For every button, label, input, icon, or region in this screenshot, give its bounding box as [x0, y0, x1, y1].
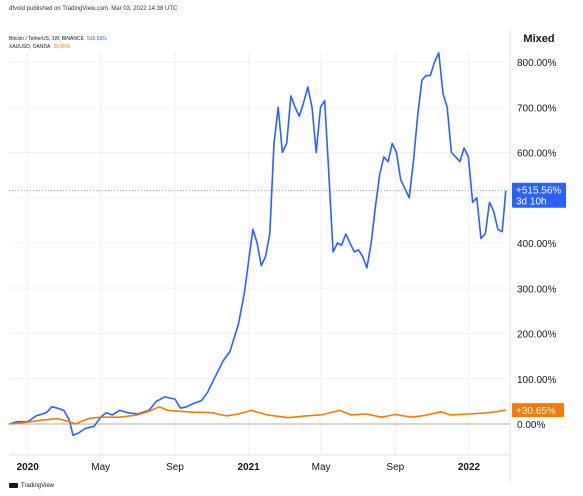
y-tick-label: 0.00%: [517, 420, 545, 431]
chart-canvas[interactable]: 0.00% 100.00% 200.00% 300.00% 400.00% 600.00%…: [0, 0, 583, 482]
legend-item-gold[interactable]: XAUUSD, OANDA 30.65%: [9, 43, 107, 51]
legend-btc-value: 515.56%: [86, 36, 107, 42]
x-tick-label: 2022: [458, 462, 481, 473]
y-tick-label: 100.00%: [517, 375, 557, 386]
chart-axes: 0.00% 100.00% 200.00% 300.00% 400.00% 600.00%…: [9, 30, 566, 482]
y-tick-label: 400.00%: [517, 239, 557, 250]
y-tick-label: 800.00%: [517, 58, 557, 69]
btc-series-line: [8, 52, 507, 437]
gold-price-label: [512, 403, 564, 418]
chart-series: [8, 52, 507, 437]
publish-info: dfvold published on TradingView.com, Mar…: [9, 6, 178, 12]
chart-grid: [9, 52, 510, 455]
legend-gold-value: 30.65%: [53, 44, 71, 50]
y-tick-label: 700.00%: [517, 103, 557, 114]
legend-item-btc[interactable]: Bitcoin / TetherUS, 1W, BINANCE 515.56%: [9, 35, 107, 43]
y-tick-label: 600.00%: [517, 149, 557, 160]
x-tick-label: Sep: [166, 462, 184, 473]
y-tick-label: 300.00%: [517, 284, 557, 295]
gold-series-line: [8, 406, 506, 425]
legend-gold-name: XAUUSD, OANDA: [9, 44, 51, 50]
x-tick-label: Sep: [386, 462, 404, 473]
x-tick-label: 2021: [238, 462, 261, 473]
y-tick-label: 200.00%: [517, 330, 557, 341]
legend: Bitcoin / TetherUS, 1W, BINANCE 515.56% X…: [9, 35, 107, 51]
legend-btc-name: Bitcoin / TetherUS, 1W, BINANCE: [9, 36, 84, 42]
footer-brand-text: TradingView: [21, 483, 55, 490]
x-tick-label: May: [91, 462, 110, 473]
btc-price-label: [512, 182, 566, 208]
btc-price-label-countdown: 3d 10h: [516, 197, 547, 208]
tradingview-logo-icon: [9, 483, 18, 488]
x-tick-label: 2020: [17, 462, 40, 473]
footer-brand[interactable]: TradingView: [9, 483, 54, 489]
scale-mode-button[interactable]: Mixed: [523, 33, 555, 45]
gold-price-label-value: +30.65%: [516, 406, 556, 417]
x-tick-label: May: [312, 462, 331, 473]
btc-price-label-value: +515.56%: [516, 186, 561, 197]
